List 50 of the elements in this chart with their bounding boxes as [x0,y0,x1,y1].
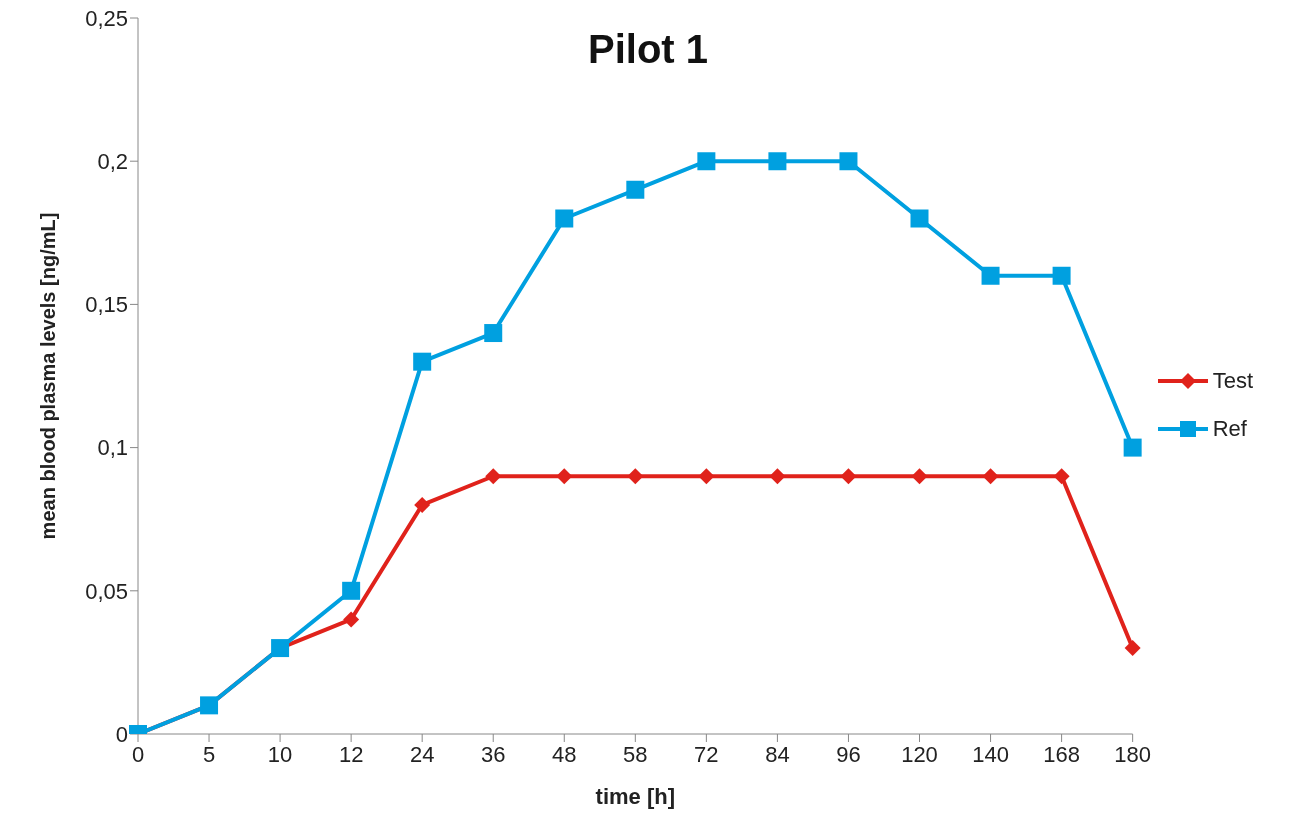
point [1052,266,1071,285]
y-tick-label: 0,2 [97,149,128,175]
y-tick-label: 0,05 [85,578,128,604]
point [626,180,645,199]
x-tick-label: 36 [480,741,506,767]
point [414,496,431,513]
point [484,324,503,343]
point [697,152,716,171]
point [698,468,715,485]
y-tick-label: 0 [115,721,128,747]
point [840,468,857,485]
point [910,209,929,228]
x-tick-label: 72 [694,741,719,767]
point [769,468,786,485]
point [556,468,573,485]
x-tick-label: 24 [409,741,435,767]
point [981,266,1000,285]
point [342,581,361,600]
y-axis-title: mean blood plasma levels [ng/mL] [37,212,60,540]
point [839,152,858,171]
point [343,611,360,628]
point [768,152,787,171]
x-tick-label: 180 [1114,741,1151,767]
point [627,468,644,485]
x-tick-label: 0 [131,741,145,767]
x-tick-label: 12 [338,741,364,767]
point [413,352,432,371]
chart-title: Pilot 1 [587,27,709,71]
x-tick-label: 10 [267,741,293,767]
x-tick-label: 48 [552,741,577,767]
x-axis-title: time [h] [595,784,676,809]
legend-label: Ref [1212,416,1247,442]
point [1053,468,1070,485]
legend-label: Test [1212,368,1253,394]
point [982,468,999,485]
x-tick-label: 84 [765,741,790,767]
x-tick-label: 96 [836,741,861,767]
point [1124,640,1141,657]
point [555,209,574,228]
x-tick-label: 58 [623,741,648,767]
point [1123,438,1142,457]
point [911,468,928,485]
x-tick-label: 120 [901,741,938,767]
point [485,468,502,485]
y-tick-label: 0,1 [97,435,128,461]
y-tick-label: 0,25 [85,5,128,31]
x-tick-label: 5 [202,741,216,767]
x-tick-label: 140 [972,741,1009,767]
x-tick-label: 168 [1043,741,1080,767]
y-tick-label: 0,15 [85,292,128,318]
